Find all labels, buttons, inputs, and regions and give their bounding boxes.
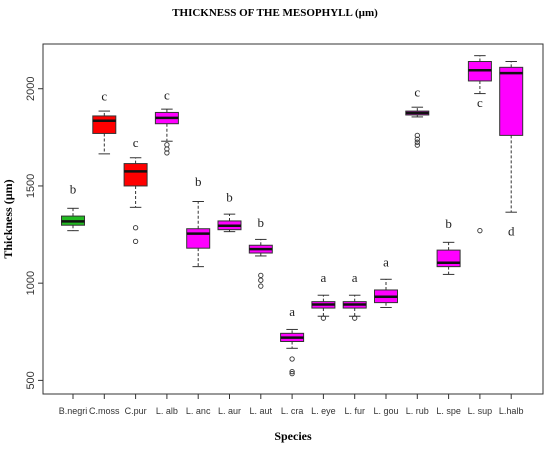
box-6	[248, 238, 273, 289]
significance-letter-2: c	[133, 135, 139, 150]
x-tick-label-1: C.moss	[89, 406, 120, 416]
box-rect	[436, 249, 461, 268]
x-tick-label-10: L. gou	[373, 406, 398, 416]
x-tick-label-7: L. cra	[281, 406, 304, 416]
plot-frame	[42, 43, 544, 395]
significance-letter-8: a	[321, 270, 327, 285]
outlier-point	[320, 315, 327, 321]
y-tick-label-500: 500	[25, 371, 37, 389]
box-8	[311, 294, 336, 321]
outlier-point	[414, 142, 420, 148]
outlier-point	[258, 283, 264, 289]
box-12	[436, 241, 461, 275]
box-4	[186, 201, 211, 268]
x-tick-label-11: L. rub	[406, 406, 429, 416]
y-tick-label-1500: 1500	[25, 174, 37, 198]
significance-letter-0: b	[70, 182, 77, 197]
outlier-point	[352, 315, 358, 321]
boxes-layer	[61, 55, 524, 377]
box-1	[92, 110, 117, 155]
significance-letter-14: d	[508, 224, 515, 239]
x-tick-label-5: L. aur	[218, 406, 241, 416]
significance-letters-layer: b c c c b b b a a a a c b c d	[70, 85, 515, 320]
outlier-point	[414, 136, 420, 142]
box-5	[217, 213, 242, 233]
x-axis-label: Species	[274, 429, 312, 443]
outlier-point	[132, 238, 139, 245]
outlier-point	[414, 132, 420, 139]
significance-letter-9: a	[352, 270, 358, 285]
significance-letter-7: a	[289, 304, 295, 319]
outlier-point	[289, 356, 295, 362]
x-tick-label-13: L. sup	[468, 406, 493, 416]
box-13	[467, 55, 492, 234]
x-tick-label-3: L. alb	[156, 406, 178, 416]
box-9	[342, 294, 367, 321]
y-tick-label-2000: 2000	[25, 76, 37, 100]
outlier-point	[477, 228, 483, 234]
outlier-point	[289, 368, 295, 375]
box-rect	[499, 66, 524, 136]
significance-letter-5: b	[226, 190, 233, 205]
x-tick-label-4: L. anc	[186, 406, 211, 416]
x-tick-label-0: B.negri	[59, 406, 88, 416]
outlier-point	[289, 370, 295, 377]
outlier-point	[414, 139, 420, 145]
box-14	[499, 61, 524, 213]
x-axis: B.negri C.moss C.pur L. alb L. anc L. aur L. a…	[59, 394, 524, 416]
x-tick-label-2: C.pur	[125, 406, 147, 416]
x-tick-label-6: L. aut	[250, 406, 273, 416]
significance-letter-10: a	[383, 255, 389, 270]
outlier-point	[132, 225, 139, 231]
significance-letter-6: b	[258, 215, 265, 230]
y-axis: 500 1000 1500 2000	[25, 76, 43, 390]
significance-letter-4: b	[195, 174, 202, 189]
outlier-point	[258, 272, 264, 279]
significance-letter-12: b	[445, 216, 452, 231]
x-tick-label-8: L. eye	[311, 406, 336, 416]
box-7	[280, 328, 305, 377]
box-0	[61, 207, 85, 232]
box-3	[154, 108, 179, 156]
significance-letter-13: c	[477, 95, 483, 110]
box-rect	[186, 228, 211, 249]
significance-letter-1: c	[101, 88, 107, 103]
box-rect	[92, 115, 117, 134]
x-tick-label-14: L.halb	[499, 406, 524, 416]
box-10	[374, 278, 398, 308]
x-tick-label-12: L. spe	[436, 406, 461, 416]
outlier-point	[164, 142, 170, 148]
outlier-point	[258, 277, 264, 283]
box-11	[405, 106, 430, 148]
box-rect	[123, 163, 148, 187]
chart-title: THICKNESS OF THE MESOPHYLL (µm)	[172, 7, 378, 19]
outlier-point	[164, 150, 170, 156]
box-2	[123, 157, 148, 245]
significance-letter-3: c	[164, 87, 170, 102]
outlier-point	[164, 146, 170, 152]
significance-letter-11: c	[414, 85, 420, 100]
x-tick-label-9: L. fur	[344, 406, 365, 416]
y-axis-label: Thickness (µm)	[1, 179, 15, 258]
y-tick-label-1000: 1000	[25, 271, 37, 295]
